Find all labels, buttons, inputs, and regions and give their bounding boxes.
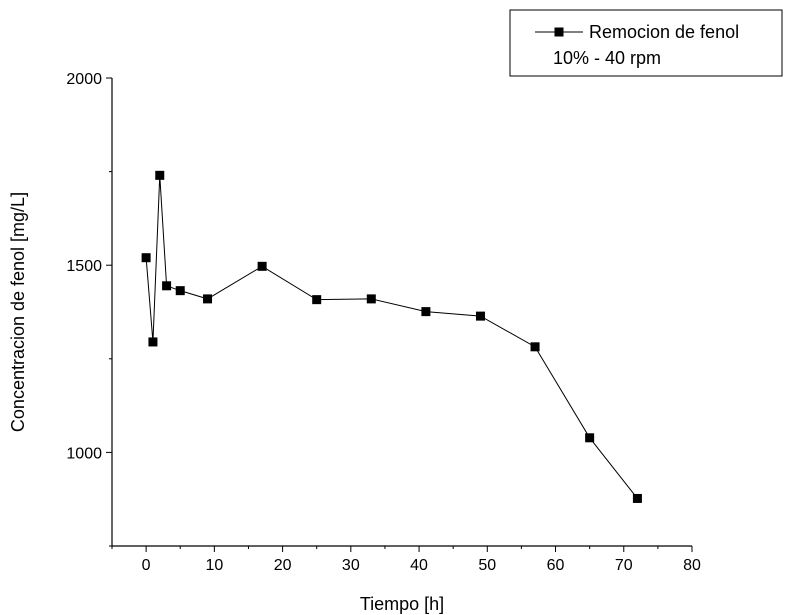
series-line xyxy=(145,175,638,499)
x-tick-label: 80 xyxy=(683,557,701,574)
axes: 0 10 20 30 40 50 60 70 80 1000 1500 2000 xyxy=(66,71,701,574)
x-tick-label: 30 xyxy=(342,557,360,574)
legend: Remocion de fenol 10% - 40 rpm xyxy=(509,9,783,77)
x-tick-label: 60 xyxy=(547,557,565,574)
x-tick-label: 70 xyxy=(615,557,633,574)
legend-box xyxy=(509,9,783,77)
data-point xyxy=(530,342,540,352)
data-point xyxy=(366,294,376,304)
y-tick-label: 2000 xyxy=(66,71,102,88)
data-point xyxy=(632,493,642,503)
y-tick-label: 1000 xyxy=(66,445,102,462)
data-point xyxy=(257,261,267,271)
y-tick-label: 1500 xyxy=(66,258,102,275)
legend-sublabel: 10% - 40 rpm xyxy=(553,48,661,68)
data-point xyxy=(421,307,431,317)
data-point xyxy=(141,253,151,263)
data-point xyxy=(155,170,165,180)
series-layer xyxy=(141,170,642,503)
x-tick-label: 0 xyxy=(142,557,151,574)
x-tick-label: 40 xyxy=(410,557,428,574)
data-point xyxy=(312,295,322,305)
data-point xyxy=(175,286,185,296)
data-point xyxy=(475,311,485,321)
data-point xyxy=(203,294,213,304)
data-point xyxy=(162,281,172,291)
x-tick-label: 50 xyxy=(478,557,496,574)
data-point xyxy=(585,433,595,443)
legend-label: Remocion de fenol xyxy=(589,22,739,42)
legend-marker xyxy=(554,27,564,37)
x-tick-label: 20 xyxy=(274,557,292,574)
y-axis-title: Concentracion de fenol [mg/L] xyxy=(8,192,28,432)
x-tick-label: 10 xyxy=(205,557,223,574)
x-axis-title: Tiempo [h] xyxy=(360,594,444,614)
data-point xyxy=(148,337,158,347)
